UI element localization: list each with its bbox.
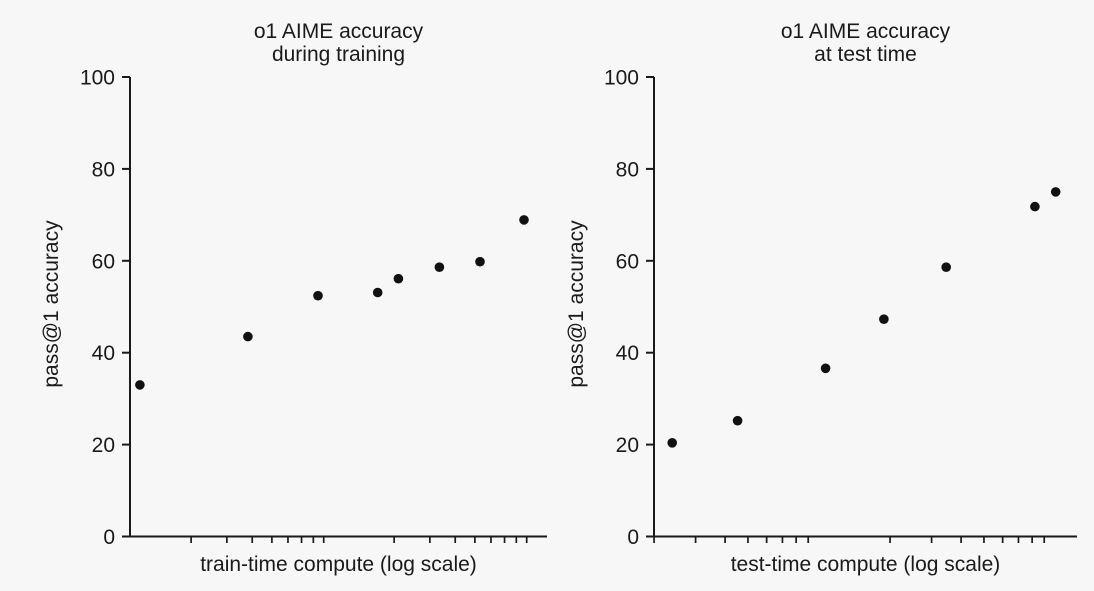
data-point (313, 290, 323, 301)
y-tick-label: 80 (616, 158, 639, 181)
y-tick-label: 20 (616, 434, 639, 457)
x-axis-label-test: test-time compute (log scale) (730, 553, 1001, 576)
y-tick-label: 20 (92, 434, 115, 457)
data-point (135, 380, 145, 390)
x-axis-label-train: train-time compute (log scale) (200, 553, 477, 576)
y-tick-label: 100 (80, 67, 115, 90)
data-point (1030, 201, 1040, 212)
data-point (475, 256, 485, 267)
y-tick-label: 0 (627, 526, 639, 549)
chart-title-train-line2: during training (271, 43, 406, 66)
data-point (732, 415, 743, 426)
data-point (434, 262, 445, 273)
chart-title-test-line1: o1 AIME accuracy (780, 20, 951, 43)
chart-title-train-line1: o1 AIME accuracy (253, 20, 424, 43)
y-tick-label: 80 (92, 158, 115, 181)
y-tick-label: 100 (604, 67, 639, 90)
y-tick-label: 60 (92, 250, 115, 273)
data-point (393, 273, 404, 284)
chart-title-test-line2: at test time (814, 43, 917, 66)
data-point (667, 438, 677, 448)
data-point (941, 262, 951, 273)
data-point (879, 314, 889, 325)
y-tick-label: 40 (616, 342, 639, 365)
y-tick-label: 40 (92, 342, 115, 365)
data-point (243, 331, 253, 342)
data-point (1050, 187, 1061, 197)
y-tick-label: 60 (616, 250, 639, 273)
y-tick-label: 0 (103, 526, 115, 549)
data-point (372, 287, 383, 298)
chart-title-train: o1 AIME accuracy during training (130, 20, 547, 66)
data-point (519, 215, 529, 225)
chart-title-test: o1 AIME accuracy at test time (654, 20, 1077, 66)
data-point (820, 363, 831, 374)
